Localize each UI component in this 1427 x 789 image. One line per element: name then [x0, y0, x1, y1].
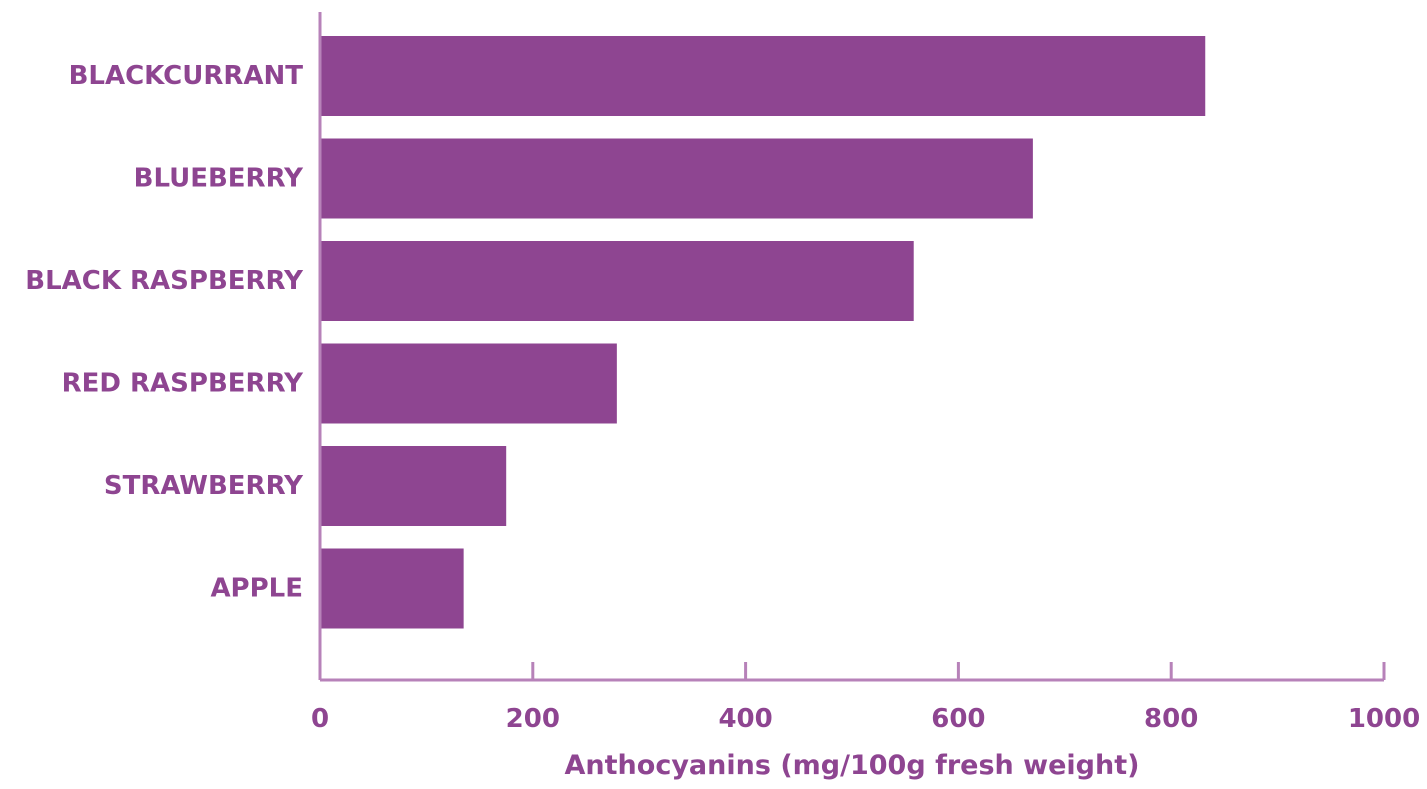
x-tick-label: 0	[311, 704, 329, 734]
bar-blackcurrant	[320, 36, 1206, 116]
category-label: BLUEBERRY	[134, 164, 305, 194]
bar-red-raspberry	[320, 343, 617, 424]
bar-apple	[320, 548, 464, 629]
category-label: RED RASPBERRY	[62, 369, 305, 399]
bar-black-raspberry	[320, 241, 914, 321]
x-tick-label: 600	[931, 704, 985, 734]
category-label: BLACKCURRANT	[69, 61, 304, 91]
x-tick-layer: 0 200 400 600 800 1000	[311, 662, 1420, 734]
bar-strawberry	[320, 446, 507, 526]
category-label: APPLE	[210, 574, 303, 604]
x-tick-label: 200	[506, 704, 560, 734]
x-tick-label: 400	[718, 704, 772, 734]
category-label: BLACK RASPBERRY	[25, 266, 304, 296]
axis-layer	[318, 12, 1384, 682]
category-label: STRAWBERRY	[104, 471, 304, 501]
x-tick-label: 800	[1144, 704, 1198, 734]
bars-layer	[320, 36, 1206, 629]
bar-blueberry	[320, 138, 1033, 219]
category-labels: BLACKCURRANT BLUEBERRY BLACK RASPBERRY RED …	[25, 61, 304, 604]
x-axis-title: Anthocyanins (mg/100g fresh weight)	[565, 750, 1140, 781]
x-tick-label: 1000	[1348, 704, 1420, 734]
